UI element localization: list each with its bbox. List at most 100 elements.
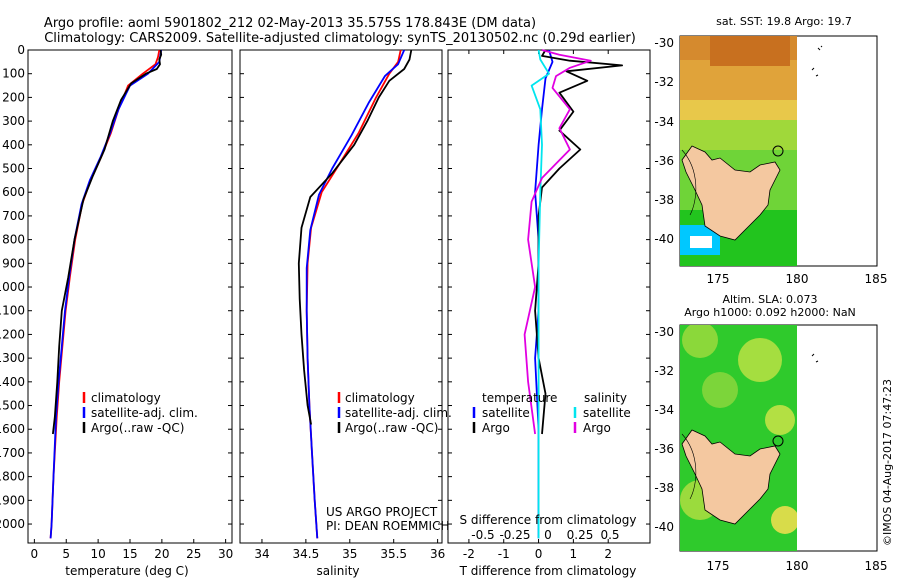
x-tick-label: 10 bbox=[90, 547, 105, 561]
svg-text:-34: -34 bbox=[654, 403, 674, 417]
diff-legend-s-satellite: satellite bbox=[583, 406, 631, 420]
sla-map-lon-ticks: 175 180 185 bbox=[707, 559, 888, 573]
svg-text:-36: -36 bbox=[654, 154, 674, 168]
y-tick-label: 0 bbox=[17, 43, 25, 57]
x-tick-label: 34.5 bbox=[293, 547, 320, 561]
s-tick: -0.5 bbox=[471, 528, 494, 542]
svg-text:-30: -30 bbox=[654, 36, 674, 50]
temp-panel-frame bbox=[27, 49, 233, 544]
series-line-salinity-satellite bbox=[530, 49, 550, 539]
diff-x2-ticks: -0.5 -0.25 0 0.25 0.5 bbox=[471, 528, 619, 542]
x-tick-label: 36 bbox=[430, 547, 445, 561]
temp-legend-satellite: satellite-adj. clim. bbox=[91, 406, 198, 420]
series-line-argo-raw-qc- bbox=[297, 49, 413, 425]
diff-legend-temperature: temperature bbox=[482, 391, 557, 405]
svg-text:-38: -38 bbox=[654, 481, 674, 495]
header-line2: Climatology: CARS2009. Satellite-adjuste… bbox=[44, 31, 636, 46]
temp-x-axis: 0 5 10 15 20 25 30 bbox=[31, 539, 233, 561]
sal-panel-frame bbox=[239, 49, 443, 544]
x-tick-label: 0 bbox=[535, 547, 543, 561]
x-tick-label: 20 bbox=[154, 547, 169, 561]
y-tick-label: 1000 bbox=[0, 280, 25, 294]
diff-x-axis: -2 -1 0 1 2 bbox=[463, 50, 612, 561]
svg-text:-34: -34 bbox=[654, 115, 674, 129]
svg-text:175: 175 bbox=[707, 272, 730, 286]
y-tick-label: 300 bbox=[2, 114, 25, 128]
diff-profile-lines bbox=[523, 49, 623, 539]
series-line-climatology bbox=[305, 49, 402, 539]
x-tick-label: -2 bbox=[463, 547, 475, 561]
x-tick-label: 35.5 bbox=[380, 547, 407, 561]
y-tick-label: 1800 bbox=[0, 470, 25, 484]
series-line-satellite-adj-clim- bbox=[49, 49, 163, 539]
temp-legend: climatology satellite-adj. clim. Argo(..… bbox=[82, 391, 198, 435]
s-tick: 0.25 bbox=[567, 528, 594, 542]
sal-legend-satellite: satellite-adj. clim. bbox=[345, 406, 452, 420]
x-tick-label: 15 bbox=[122, 547, 137, 561]
svg-text:180: 180 bbox=[786, 272, 809, 286]
pi-label: PI: DEAN ROEMMICH bbox=[326, 519, 449, 533]
sla-map-lat-ticks: -30 -32 -34 -36 -38 -40 bbox=[654, 325, 674, 534]
imos-credit: ©IMOS 04-Aug-2017 07:47:23 bbox=[881, 379, 894, 546]
sst-map: -30 -32 -34 -36 -38 -40 175 180 185 bbox=[654, 35, 887, 286]
sla-map-title2: Argo h1000: 0.092 h2000: NaN bbox=[684, 306, 856, 319]
svg-text:-32: -32 bbox=[654, 75, 674, 89]
sal-legend-argo: Argo(..raw -QC) bbox=[345, 421, 438, 435]
sla-map-title1: Altim. SLA: 0.073 bbox=[722, 293, 817, 306]
diff-legend-t-argo: Argo bbox=[482, 421, 510, 435]
y-tick-label: 1500 bbox=[0, 399, 25, 413]
svg-text:-40: -40 bbox=[654, 232, 674, 246]
sal-profile-lines bbox=[297, 49, 413, 539]
svg-text:175: 175 bbox=[707, 559, 730, 573]
y-tick-label: 1200 bbox=[0, 327, 25, 341]
sst-map-title: sat. SST: 19.8 Argo: 19.7 bbox=[716, 15, 852, 28]
header-line1: Argo profile: aoml 5901802_212 02-May-20… bbox=[44, 16, 536, 31]
series-line-argo-raw-qc- bbox=[52, 49, 163, 435]
y-tick-label: 600 bbox=[2, 185, 25, 199]
diff-x2label: S difference from climatology bbox=[460, 513, 637, 527]
x-tick-label: 34 bbox=[254, 547, 269, 561]
svg-text:-38: -38 bbox=[654, 193, 674, 207]
sst-map-lat-ticks: -30 -32 -34 -36 -38 -40 bbox=[654, 36, 674, 246]
sal-legend: climatology satellite-adj. clim. Argo(..… bbox=[337, 391, 452, 435]
diff-legend-salinity: salinity bbox=[584, 391, 627, 405]
y-tick-label: 900 bbox=[2, 256, 25, 270]
s-tick: 0.5 bbox=[600, 528, 619, 542]
diff-xlabel: T difference from climatology bbox=[459, 564, 637, 578]
s-tick: -0.25 bbox=[499, 528, 530, 542]
svg-text:-32: -32 bbox=[654, 364, 674, 378]
depth-axis: 0 100 200 300 400 500 600 700 800 900 1000 1100 1200… bbox=[0, 43, 650, 531]
y-tick-label: 2000 bbox=[0, 517, 25, 531]
temp-xlabel: temperature (deg C) bbox=[65, 564, 188, 578]
y-tick-label: 100 bbox=[2, 67, 25, 81]
y-tick-label: 200 bbox=[2, 90, 25, 104]
svg-text:-36: -36 bbox=[654, 442, 674, 456]
y-tick-label: 400 bbox=[2, 138, 25, 152]
svg-text:180: 180 bbox=[786, 559, 809, 573]
y-tick-label: 800 bbox=[2, 233, 25, 247]
series-line-salinity-argo bbox=[523, 49, 592, 435]
x-tick-label: 2 bbox=[604, 547, 612, 561]
diff-legend-t-satellite: satellite bbox=[482, 406, 530, 420]
x-tick-label: 25 bbox=[186, 547, 201, 561]
y-tick-label: 1700 bbox=[0, 446, 25, 460]
sal-x-axis: 34 34.5 35 35.5 36 bbox=[254, 539, 445, 561]
y-tick-label: 700 bbox=[2, 209, 25, 223]
project-label: US ARGO PROJECT bbox=[326, 505, 438, 519]
sal-legend-climatology: climatology bbox=[345, 391, 415, 405]
diff-legend: temperature salinity satellite Argo sate… bbox=[472, 391, 631, 435]
x-tick-label: 5 bbox=[62, 547, 70, 561]
series-line-temperature-argo bbox=[534, 49, 623, 435]
svg-text:185: 185 bbox=[865, 559, 888, 573]
y-tick-label: 1600 bbox=[0, 422, 25, 436]
x-tick-label: 35 bbox=[342, 547, 357, 561]
y-tick-label: 1300 bbox=[0, 351, 25, 365]
y-tick-label: 500 bbox=[2, 162, 25, 176]
x-tick-label: -1 bbox=[498, 547, 510, 561]
svg-text:-30: -30 bbox=[654, 325, 674, 339]
diff-panel-frame bbox=[447, 49, 651, 544]
y-tick-label: 1900 bbox=[0, 493, 25, 507]
temp-legend-climatology: climatology bbox=[91, 391, 161, 405]
y-tick-label: 1100 bbox=[0, 304, 25, 318]
